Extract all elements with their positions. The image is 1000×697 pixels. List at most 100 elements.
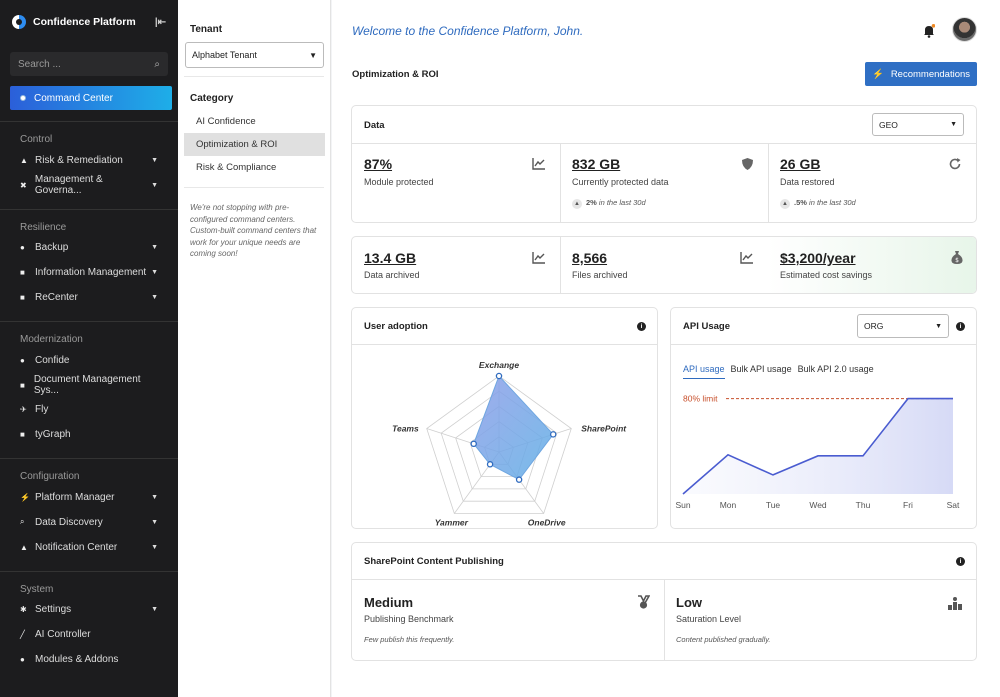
info-icon[interactable]: i — [637, 322, 646, 331]
sidebar-item-label: Settings — [35, 604, 72, 616]
metric-value[interactable]: 26 GB — [780, 156, 821, 172]
notification-bell-icon[interactable] — [923, 24, 935, 38]
chat-icon: ● — [20, 355, 25, 365]
category-item-risk-compliance[interactable]: Risk & Compliance — [196, 162, 277, 173]
x-tick-label: Sat — [947, 500, 960, 510]
sharepoint-card: SharePoint Content Publishing i Medium P… — [351, 542, 977, 661]
api-usage-point-sat[interactable] — [951, 397, 955, 401]
radar-point-yammer[interactable] — [486, 461, 494, 468]
metric-value[interactable]: 832 GB — [572, 156, 621, 172]
sidebar-section-title: System — [20, 583, 54, 595]
sidebar-item-label: Information Management — [35, 267, 147, 279]
sidebar-section-title: Control — [20, 134, 53, 145]
tab-bulk-api-usage[interactable]: Bulk API usage — [730, 364, 792, 374]
tenant-select[interactable]: Alphabet Tenant ▼ — [185, 42, 324, 68]
radar-axis-label: Teams — [392, 424, 419, 434]
api-usage-point-wed[interactable] — [816, 454, 820, 458]
radar-axis-label: Exchange — [479, 360, 519, 370]
warning-icon: ▲ — [20, 155, 28, 165]
sidebar-item-fly[interactable]: ✈ Fly — [0, 398, 178, 423]
chevron-down-icon: ▼ — [151, 181, 158, 189]
modules-icon: ● — [20, 655, 25, 665]
app-logo-icon — [12, 15, 26, 29]
radar-grid-ring — [440, 390, 558, 502]
graph-icon: ■ — [20, 430, 25, 440]
command-center-icon — [20, 95, 26, 101]
sidebar-item-settings[interactable]: ✱ Settings ▼ — [0, 598, 178, 623]
chart-line-icon — [740, 252, 753, 264]
divider — [352, 143, 976, 144]
api-usage-point-thu[interactable] — [861, 454, 865, 458]
api-usage-point-mon[interactable] — [726, 453, 730, 457]
geo-selected: GEO — [879, 119, 898, 130]
sidebar-item-recenter[interactable]: ■ ReCenter ▼ — [0, 285, 178, 310]
bell-icon: ▲ — [20, 542, 28, 552]
metric-value[interactable]: $3,200/year — [780, 250, 856, 266]
trend-up-icon: ▲ — [780, 199, 790, 209]
collapse-sidebar-icon[interactable]: |⇤ — [154, 16, 166, 28]
category-item-optimization-roi[interactable]: Optimization & ROI — [184, 133, 325, 156]
sidebar-item-command-center[interactable]: Command Center — [10, 86, 172, 110]
org-select[interactable]: ORG ▼ — [857, 314, 949, 338]
search-icon[interactable]: ⌕ — [154, 58, 160, 70]
chevron-down-icon: ▼ — [935, 322, 942, 330]
info-management-icon: ■ — [20, 268, 25, 278]
geo-select[interactable]: GEO ▼ — [872, 113, 964, 136]
chevron-down-icon: ▼ — [151, 494, 158, 502]
metric-label: Data archived — [364, 270, 420, 280]
user-adoption-title: User adoption — [364, 321, 428, 332]
radar-series-area — [473, 375, 554, 481]
data-card: Data GEO ▼ 87% Module protected 832 GB C… — [351, 105, 977, 223]
radar-point-teams[interactable] — [470, 440, 477, 448]
sidebar-item-label: Management & Governa... — [34, 174, 103, 197]
chart-line-icon — [532, 158, 545, 170]
recommendations-button[interactable]: ⚡ Recommendations — [865, 62, 977, 86]
sidebar-section-control: Control ▲ Risk & Remediation ▼ ✖ Management &… — [0, 121, 178, 198]
chevron-down-icon: ▼ — [151, 543, 158, 551]
sidebar-item-label: Risk & Remediation — [35, 154, 123, 166]
sidebar-item-modules-addons[interactable]: ● Modules & Addons — [0, 647, 178, 672]
divider — [664, 580, 665, 660]
tab-api-usage[interactable]: API usage — [683, 364, 725, 379]
sidebar-item-risk-remediation[interactable]: ▲ Risk & Remediation ▼ — [0, 148, 178, 173]
radar-point-exchange[interactable] — [495, 372, 503, 380]
sidebar-item-platform-manager[interactable]: ⚡ Platform Manager ▼ — [0, 485, 178, 510]
radar-point-onedrive[interactable] — [515, 476, 523, 483]
archive-card: 13.4 GB Data archived 8,566 Files archiv… — [351, 236, 977, 294]
sidebar-item-tygraph[interactable]: ■ tyGraph — [0, 422, 178, 447]
metric-value[interactable]: 87% — [364, 156, 393, 172]
chevron-down-icon: ▼ — [151, 156, 158, 164]
sidebar-item-data-discovery[interactable]: ⌕ Data Discovery ▼ — [0, 510, 178, 535]
x-tick-label: Tue — [766, 500, 781, 510]
app-title: Confidence Platform — [33, 16, 136, 28]
user-avatar[interactable] — [952, 17, 977, 42]
api-usage-point-sun[interactable] — [681, 492, 685, 496]
metric-value[interactable]: 8,566 — [572, 250, 608, 266]
sidebar-item-backup[interactable]: ● Backup ▼ — [0, 236, 178, 261]
category-item-ai-confidence[interactable]: AI Confidence — [196, 116, 256, 127]
api-usage-point-fri[interactable] — [906, 397, 910, 401]
sidebar-item-document-management-sys[interactable]: ■ Document Management Sys... — [0, 373, 178, 398]
category-panel: Tenant Alphabet Tenant ▼ Category AI Con… — [178, 0, 331, 697]
sidebar-section-title: Resilience — [20, 221, 67, 233]
info-icon[interactable]: i — [956, 322, 965, 331]
publishing-benchmark-value: Medium — [364, 595, 414, 610]
wand-icon: ╱ — [20, 630, 25, 640]
info-icon[interactable]: i — [956, 557, 965, 566]
svg-text:$: $ — [955, 257, 959, 264]
sidebar-item-confide[interactable]: ● Confide — [0, 348, 178, 373]
sidebar-item-notification-center[interactable]: ▲ Notification Center ▼ — [0, 535, 178, 560]
saturation-level-value: Low — [676, 595, 702, 610]
metric-value[interactable]: 13.4 GB — [364, 250, 417, 266]
publishing-benchmark: Medium Publishing Benchmark Few publish … — [352, 543, 664, 660]
metric-trend: ▲ .5% in the last 30d — [780, 198, 856, 209]
radar-point-sharepoint[interactable] — [549, 431, 557, 438]
tab-bulk-api-2-usage[interactable]: Bulk API 2.0 usage — [797, 364, 874, 374]
bolt-icon: ⚡ — [20, 493, 30, 503]
sidebar-item-information-management[interactable]: ■ Information Management ▼ — [0, 260, 178, 285]
sidebar-item-ai-controller[interactable]: ╱ AI Controller — [0, 622, 178, 647]
metric-files-archived: 8,566 Files archived — [560, 237, 768, 293]
sidebar-search[interactable]: Search ... ⌕ — [10, 52, 168, 76]
api-usage-point-tue[interactable] — [771, 473, 775, 477]
sidebar-item-management-governa[interactable]: ✖ Management & Governa... ▼ — [0, 173, 178, 198]
